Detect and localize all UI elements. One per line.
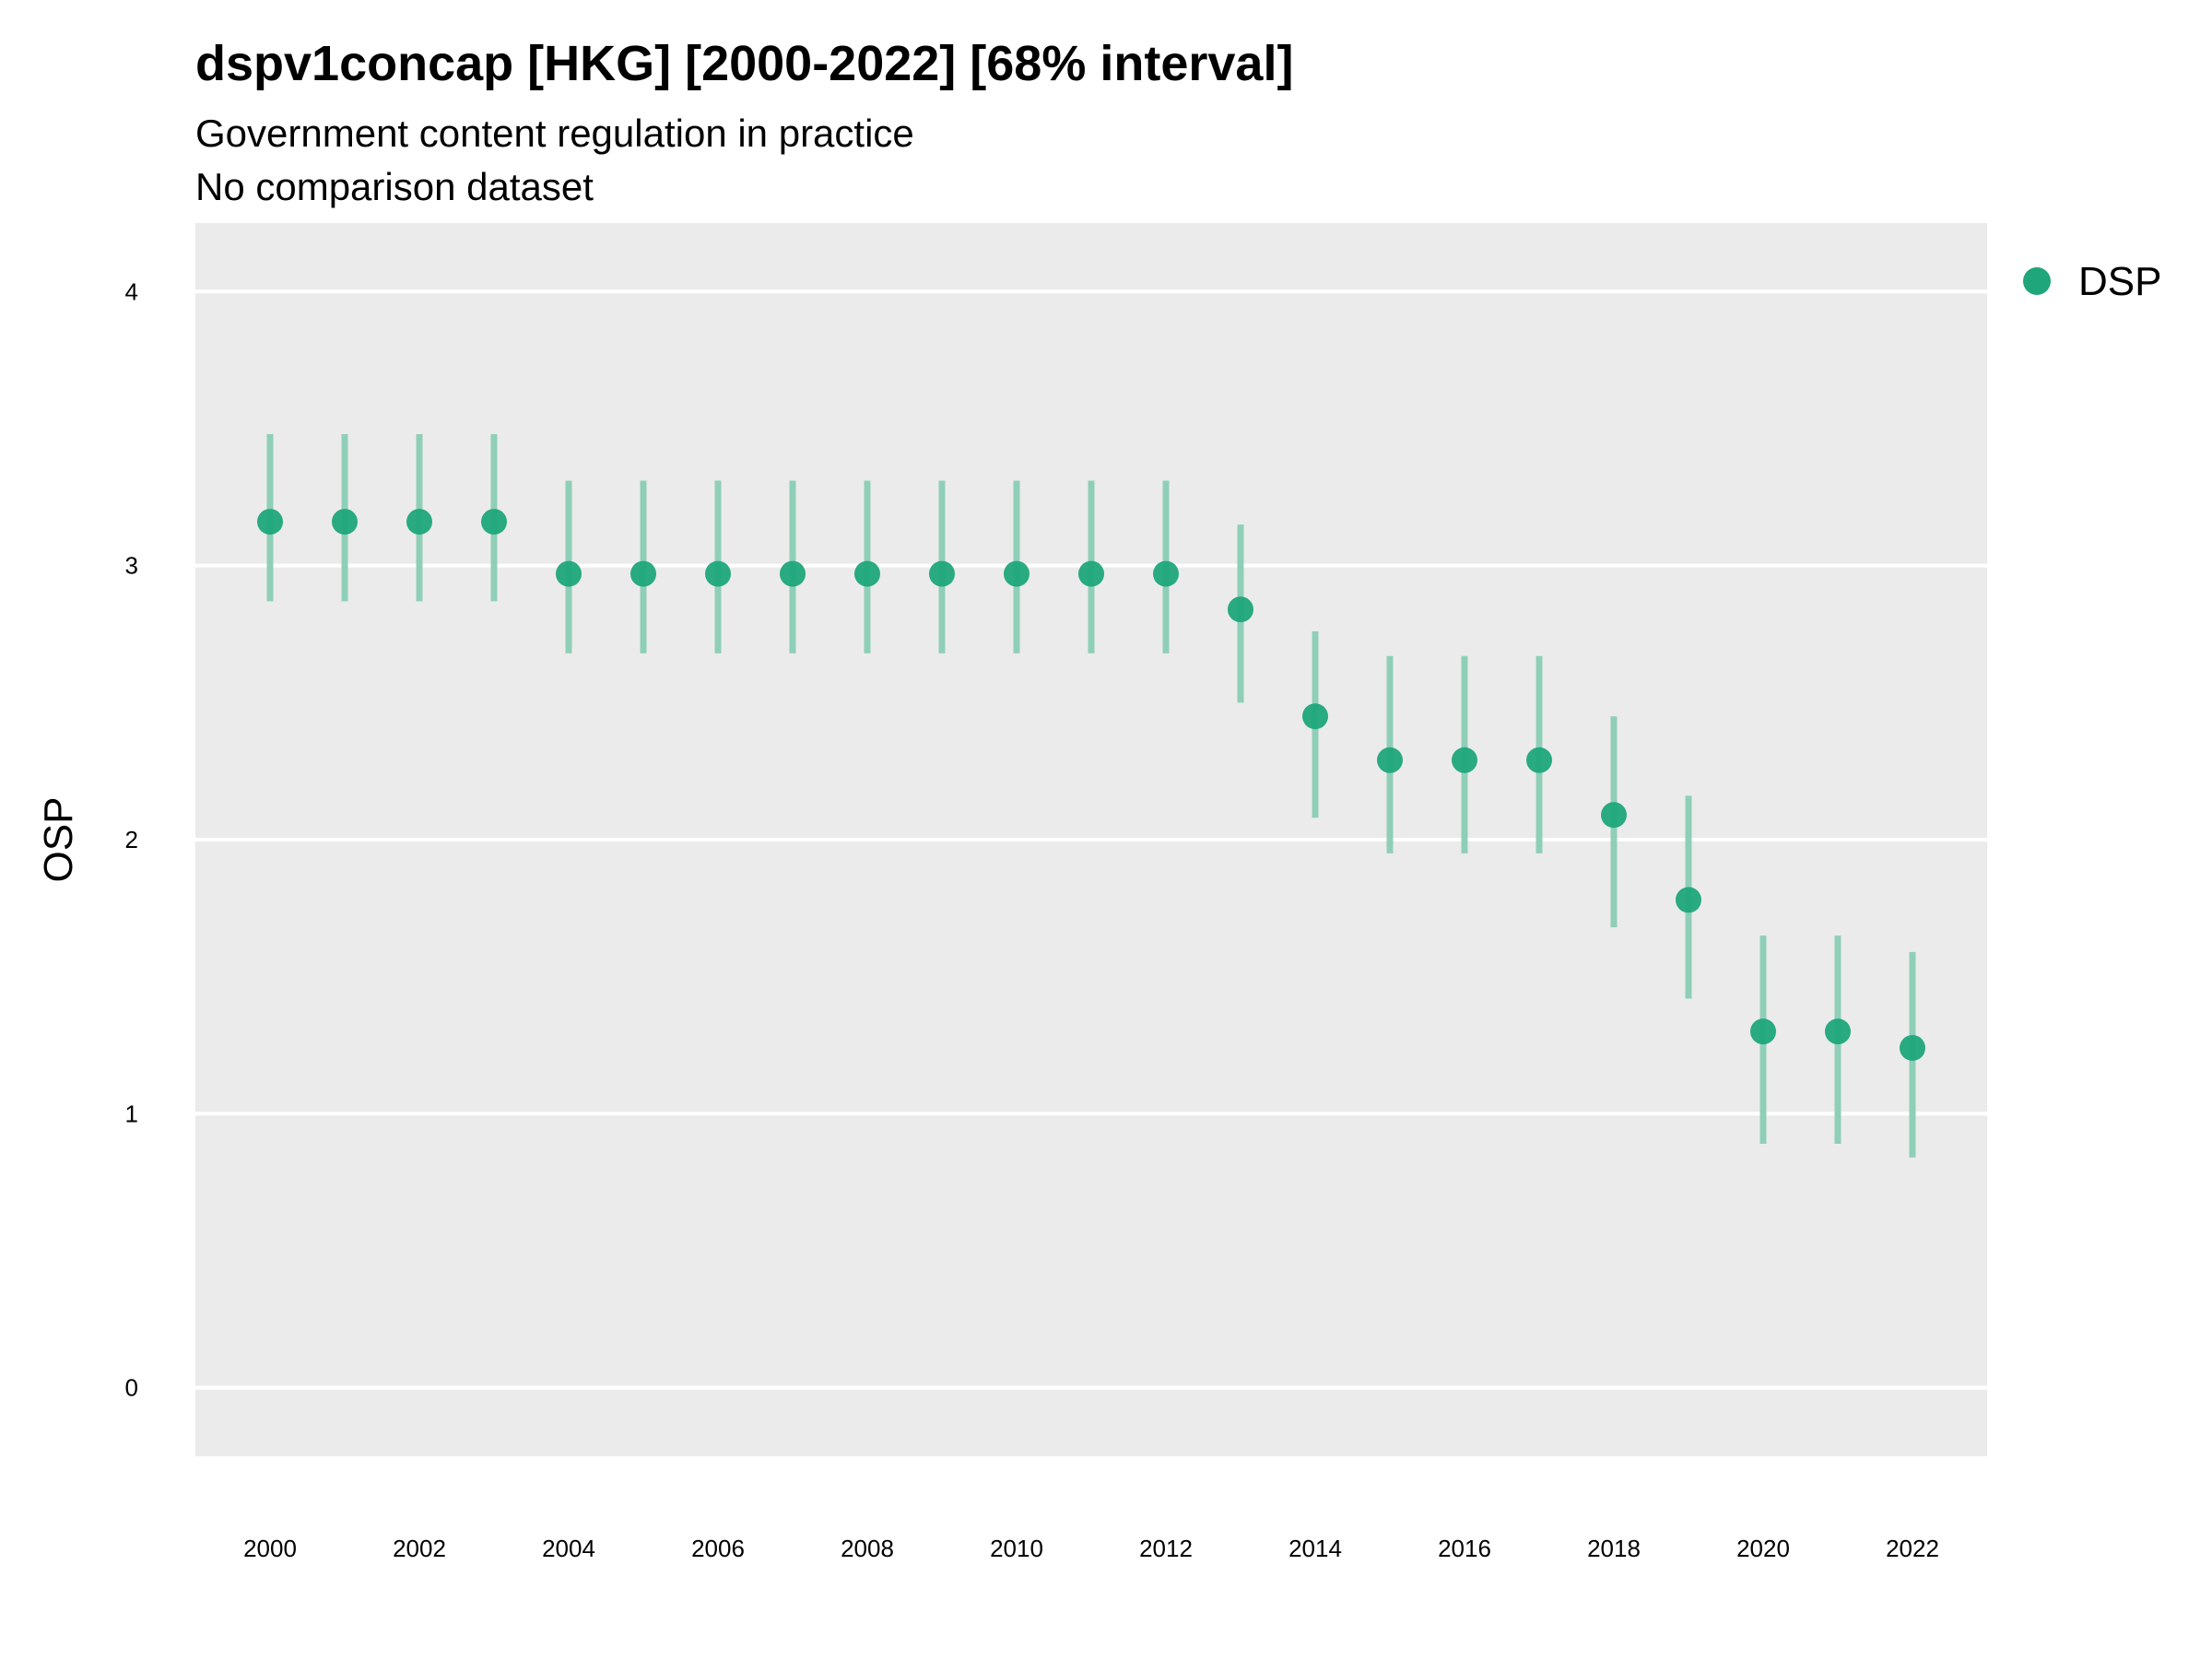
y-tick-label: 4 [125,277,138,305]
data-point-2005 [630,560,656,587]
chart-subtitle: Government content regulation in practic… [195,107,914,214]
y-tick-labels: 0 1 2 3 4 [125,277,138,1401]
x-tick-label: 2018 [1587,1535,1641,1562]
data-point-2021 [1825,1018,1851,1045]
data-point-2008 [854,560,880,587]
data-point-2009 [929,560,955,587]
x-tick-label: 2016 [1438,1535,1491,1562]
x-tick-label: 2008 [841,1535,894,1562]
data-point-2017 [1526,747,1552,773]
chart-title: dspv1concap [HKG] [2000-2022] [68% inter… [195,36,1294,91]
subtitle-line-1: Government content regulation in practic… [195,112,914,155]
data-point-2003 [481,509,507,535]
data-point-2010 [1004,560,1030,587]
x-tick-label: 2010 [990,1535,1043,1562]
y-axis-label: OSP [36,797,81,883]
data-point-2001 [332,509,358,535]
data-point-2007 [780,560,806,587]
data-point-2012 [1153,560,1179,587]
x-tick-label: 2022 [1886,1535,1939,1562]
data-point-2015 [1377,747,1403,773]
y-tick-label: 0 [125,1374,138,1402]
data-point-2018 [1601,802,1627,829]
x-tick-label: 2012 [1139,1535,1193,1562]
legend-label: DSP [2078,259,2161,304]
y-tick-label: 2 [125,826,138,853]
y-tick-label: 1 [125,1100,138,1127]
data-point-2013 [1228,596,1253,623]
x-tick-label: 2006 [691,1535,745,1562]
data-point-2020 [1750,1018,1776,1045]
data-point-2019 [1676,887,1701,913]
x-tick-label: 2004 [542,1535,595,1562]
data-point-2014 [1302,703,1328,730]
data-point-2006 [705,560,731,587]
x-tick-label: 2014 [1288,1535,1342,1562]
data-point-2011 [1078,560,1104,587]
legend-marker [2023,267,2051,295]
data-point-2004 [556,560,582,587]
subtitle-line-2: No comparison dataset [195,165,594,208]
x-tick-labels: 2000 2002 2004 2006 2008 2010 2012 2014 2016 2018… [243,1535,1939,1562]
y-tick-label: 3 [125,552,138,580]
legend: DSP [2023,259,2161,304]
data-point-2000 [257,509,283,535]
data-point-2016 [1452,747,1477,773]
x-tick-label: 2020 [1736,1535,1790,1562]
x-tick-label: 2002 [393,1535,446,1562]
data-point-2022 [1900,1034,1925,1061]
data-point-2002 [406,509,432,535]
x-tick-label: 2000 [243,1535,297,1562]
data-points [257,509,1925,1061]
